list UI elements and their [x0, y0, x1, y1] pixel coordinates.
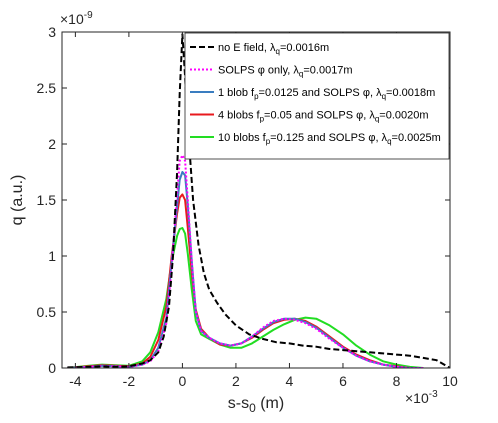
x-exponent-label: ×10-3 — [405, 389, 438, 406]
legend-entry-3: 1 blob fp=0.0125 and SOLPS φ, λq=0.0018m — [218, 87, 435, 101]
y-tick-label: 2.5 — [37, 80, 57, 96]
y-tick-label: 0 — [48, 360, 56, 376]
series-layer — [67, 33, 450, 368]
x-tick-label: -4 — [69, 373, 82, 389]
legend: no E field, λq=0.0016m SOLPS φ only, λq=0… — [184, 32, 450, 160]
x-tick-label: 10 — [442, 373, 458, 389]
legend-entry-2: SOLPS φ only, λq=0.0017m — [218, 65, 353, 79]
legend-entry-5: 10 blobs fp=0.125 and SOLPS φ, λq=0.0025… — [218, 132, 441, 146]
legend-entry-4: 4 blobs fp=0.05 and SOLPS φ, λq=0.0020m — [218, 110, 429, 124]
y-axis-label: q (a.u.) — [9, 175, 26, 226]
y-tick-label: 1.5 — [37, 192, 57, 208]
y-tick-label: 1 — [48, 248, 56, 264]
x-tick-label: -2 — [123, 373, 136, 389]
x-tick-label: 0 — [179, 373, 187, 389]
y-tick-label: 3 — [48, 24, 56, 40]
y-tick-label: 0.5 — [37, 304, 57, 320]
x-axis-label: s-s0 (m) — [228, 395, 284, 415]
legend-entry-1: no E field, λq=0.0016m — [218, 42, 329, 56]
x-tick-label: 6 — [339, 373, 347, 389]
x-tick-label: 8 — [393, 373, 401, 389]
x-tick-label: 2 — [232, 373, 240, 389]
y-exponent-label: ×10-9 — [60, 10, 93, 27]
x-tick-label: 4 — [286, 373, 294, 389]
series-line-1 — [67, 33, 450, 368]
x-ticks: -4 -2 0 2 4 6 8 10 — [69, 32, 458, 389]
legend-box — [184, 32, 450, 160]
y-tick-label: 2 — [48, 136, 56, 152]
y-ticks: 0 0.5 1 1.5 2 2.5 3 — [37, 24, 450, 376]
